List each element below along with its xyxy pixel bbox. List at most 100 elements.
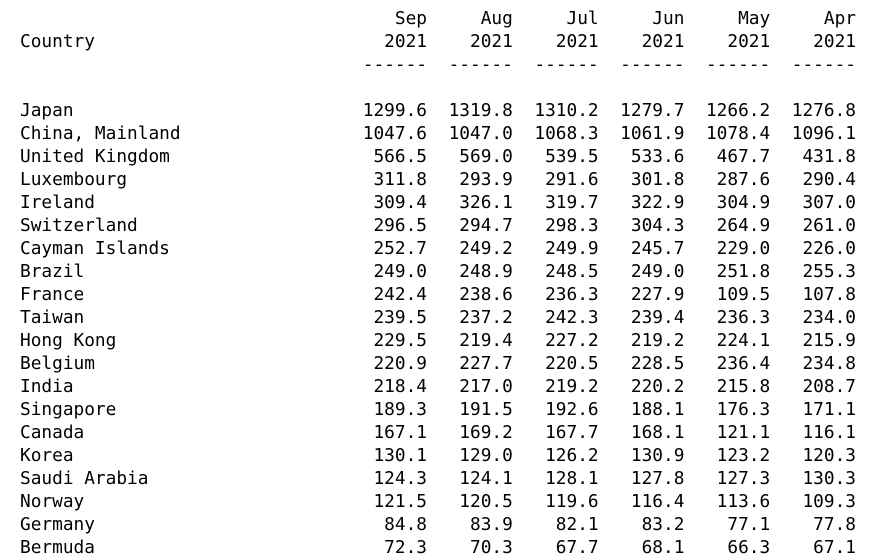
value-cell: 287.6 bbox=[716, 169, 771, 190]
value-cell: 68.1 bbox=[641, 537, 685, 557]
value-cell: 72.3 bbox=[384, 537, 427, 557]
value-cell: 249.9 bbox=[545, 238, 599, 259]
value-cell: 121.1 bbox=[716, 422, 771, 443]
value-cell: 67.1 bbox=[813, 537, 856, 557]
value-cell: 227.7 bbox=[459, 353, 513, 374]
value-cell: 294.7 bbox=[459, 215, 513, 236]
value-cell: 431.8 bbox=[802, 146, 856, 167]
value-cell: 261.0 bbox=[802, 215, 856, 236]
value-cell: 109.5 bbox=[716, 284, 771, 305]
value-cell: 120.5 bbox=[459, 491, 513, 512]
value-cell: 66.3 bbox=[727, 537, 771, 557]
value-cell: 569.0 bbox=[459, 146, 513, 167]
value-cell: 167.1 bbox=[373, 422, 427, 443]
value-cell: 123.2 bbox=[716, 445, 771, 466]
value-cell: 218.4 bbox=[373, 376, 427, 397]
value-cell: 239.4 bbox=[630, 307, 685, 328]
value-cell: 219.2 bbox=[545, 376, 599, 397]
value-cell: 326.1 bbox=[459, 192, 513, 213]
value-cell: 116.1 bbox=[802, 422, 856, 443]
month-header: May bbox=[738, 8, 771, 29]
country-name: Bermuda bbox=[20, 537, 95, 557]
value-cell: 130.3 bbox=[802, 468, 856, 489]
value-cell: 127.8 bbox=[630, 468, 685, 489]
country-name: France bbox=[20, 284, 85, 305]
value-cell: 227.9 bbox=[630, 284, 685, 305]
value-cell: 319.7 bbox=[545, 192, 599, 213]
country-name: Germany bbox=[20, 514, 95, 535]
value-cell: 236.3 bbox=[716, 307, 771, 328]
value-cell: 264.9 bbox=[716, 215, 771, 236]
value-cell: 192.6 bbox=[545, 399, 599, 420]
country-name: Canada bbox=[20, 422, 85, 443]
value-cell: 83.2 bbox=[641, 514, 685, 535]
value-cell: 249.0 bbox=[630, 261, 685, 282]
country-name: Korea bbox=[20, 445, 74, 466]
value-cell: 1299.6 bbox=[362, 100, 427, 121]
value-cell: 119.6 bbox=[545, 491, 599, 512]
value-cell: 113.6 bbox=[716, 491, 771, 512]
header-rule: ------ bbox=[534, 54, 599, 75]
value-cell: 224.1 bbox=[716, 330, 771, 351]
value-cell: 301.8 bbox=[630, 169, 685, 190]
value-cell: 237.2 bbox=[459, 307, 513, 328]
country-name: Brazil bbox=[20, 261, 85, 282]
value-cell: 236.4 bbox=[716, 353, 771, 374]
country-name: Luxembourg bbox=[20, 169, 128, 190]
value-cell: 109.3 bbox=[802, 491, 856, 512]
value-cell: 188.1 bbox=[630, 399, 685, 420]
country-name: Saudi Arabia bbox=[20, 468, 149, 489]
value-cell: 220.9 bbox=[373, 353, 427, 374]
value-cell: 83.9 bbox=[469, 514, 513, 535]
value-cell: 217.0 bbox=[459, 376, 513, 397]
value-cell: 245.7 bbox=[630, 238, 685, 259]
value-cell: 566.5 bbox=[373, 146, 427, 167]
value-cell: 252.7 bbox=[373, 238, 427, 259]
year-header: 2021 bbox=[813, 31, 856, 52]
value-cell: 1276.8 bbox=[791, 100, 856, 121]
value-cell: 304.9 bbox=[716, 192, 771, 213]
value-cell: 124.3 bbox=[373, 468, 427, 489]
value-cell: 1319.8 bbox=[448, 100, 513, 121]
value-cell: 227.2 bbox=[545, 330, 599, 351]
country-name: Singapore bbox=[20, 399, 117, 420]
value-cell: 304.3 bbox=[630, 215, 685, 236]
year-header: 2021 bbox=[641, 31, 685, 52]
country-name: Hong Kong bbox=[20, 330, 117, 351]
country-name: India bbox=[20, 376, 74, 397]
value-cell: 1310.2 bbox=[534, 100, 599, 121]
value-cell: 533.6 bbox=[630, 146, 685, 167]
country-name: China, Mainland bbox=[20, 123, 181, 144]
value-cell: 251.8 bbox=[716, 261, 771, 282]
year-header: 2021 bbox=[555, 31, 599, 52]
country-name: Norway bbox=[20, 491, 85, 512]
value-cell: 168.1 bbox=[630, 422, 685, 443]
value-cell: 242.4 bbox=[373, 284, 427, 305]
value-cell: 249.0 bbox=[373, 261, 427, 282]
value-cell: 189.3 bbox=[373, 399, 427, 420]
value-cell: 467.7 bbox=[716, 146, 771, 167]
value-cell: 127.3 bbox=[716, 468, 771, 489]
value-cell: 70.3 bbox=[469, 537, 513, 557]
value-cell: 77.8 bbox=[813, 514, 856, 535]
value-cell: 229.5 bbox=[373, 330, 427, 351]
value-cell: 1068.3 bbox=[534, 123, 599, 144]
country-name: Japan bbox=[20, 100, 74, 121]
header-rule: ------ bbox=[620, 54, 685, 75]
header-rule: ------ bbox=[705, 54, 771, 75]
value-cell: 128.1 bbox=[545, 468, 599, 489]
value-cell: 1078.4 bbox=[705, 123, 771, 144]
value-cell: 116.4 bbox=[630, 491, 685, 512]
country-name: Taiwan bbox=[20, 307, 85, 328]
value-cell: 293.9 bbox=[459, 169, 513, 190]
month-header: Jul bbox=[566, 8, 599, 29]
value-cell: 220.5 bbox=[545, 353, 599, 374]
country-name: Ireland bbox=[20, 192, 95, 213]
value-cell: 298.3 bbox=[545, 215, 599, 236]
month-header: Apr bbox=[823, 8, 856, 29]
value-cell: 236.3 bbox=[545, 284, 599, 305]
value-cell: 238.6 bbox=[459, 284, 513, 305]
value-cell: 1096.1 bbox=[791, 123, 856, 144]
value-cell: 220.2 bbox=[630, 376, 685, 397]
value-cell: 169.2 bbox=[459, 422, 513, 443]
